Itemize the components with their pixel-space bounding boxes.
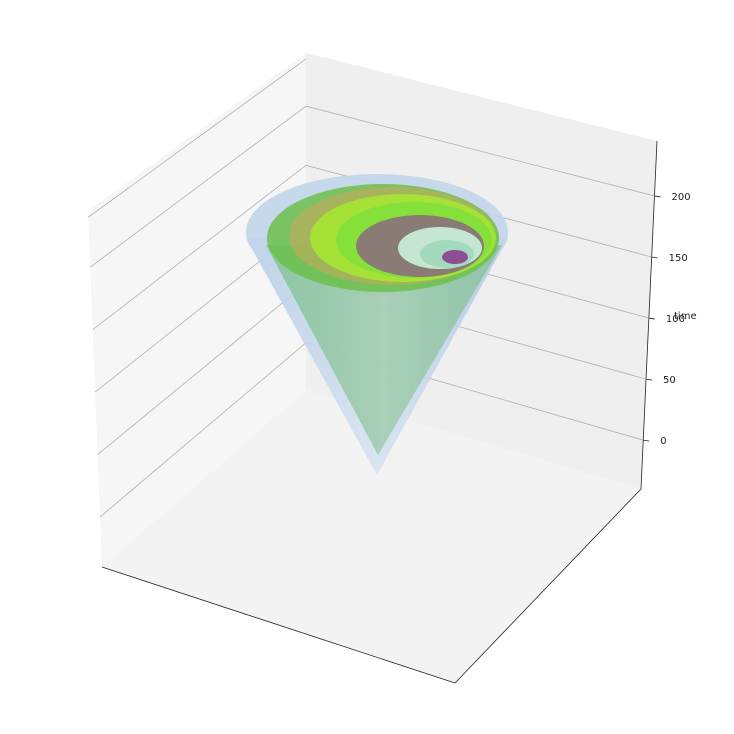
x-axis-line: [101, 566, 456, 684]
z-axis-line: [640, 140, 658, 490]
z-tick-label: 50: [663, 375, 676, 386]
z-tick-mark: [643, 439, 650, 442]
z-grid-line: [92, 164, 652, 330]
left-wall-pane: [88, 53, 306, 567]
disc-purple-small: [442, 250, 468, 264]
z-tick-label: 100: [666, 314, 685, 325]
z-grid-line: [89, 105, 655, 268]
z-tick-mark: [651, 256, 658, 259]
z-tick-label: 200: [671, 192, 690, 203]
y-axis-line: [454, 488, 642, 684]
z-grid-line-top: [88, 58, 307, 218]
z-tick-label: 150: [669, 253, 688, 264]
inner-cone-surface: [266, 245, 502, 455]
z-tick-mark: [645, 378, 653, 381]
floor-pane: [102, 390, 641, 683]
surfaces: [246, 174, 508, 475]
z-axis-label: time: [674, 311, 697, 322]
z-tick-label: 0: [660, 436, 666, 447]
z-axis-ticks: 0 50 100 150 200: [643, 192, 691, 447]
z-tick-mark: [648, 317, 655, 320]
z-tick-mark: [654, 195, 661, 198]
